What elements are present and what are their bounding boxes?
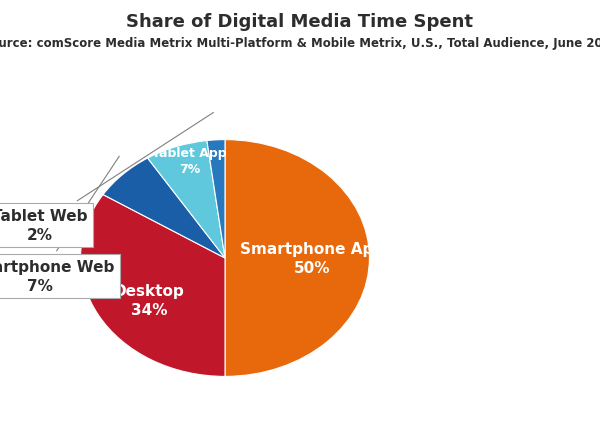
Text: Share of Digital Media Time Spent: Share of Digital Media Time Spent	[127, 13, 473, 31]
Wedge shape	[148, 141, 225, 258]
Text: Smartphone App
50%: Smartphone App 50%	[239, 242, 384, 275]
Text: Smartphone Web
7%: Smartphone Web 7%	[0, 157, 119, 293]
Wedge shape	[207, 140, 225, 258]
Wedge shape	[103, 159, 225, 258]
Text: Desktop
34%: Desktop 34%	[113, 283, 184, 317]
Text: Source: comScore Media Metrix Multi-Platform & Mobile Metrix, U.S., Total Audien: Source: comScore Media Metrix Multi-Plat…	[0, 37, 600, 50]
Wedge shape	[80, 195, 225, 377]
Text: Tablet App
7%: Tablet App 7%	[152, 146, 227, 175]
Wedge shape	[225, 140, 370, 377]
Text: Tablet Web
2%: Tablet Web 2%	[0, 113, 214, 242]
